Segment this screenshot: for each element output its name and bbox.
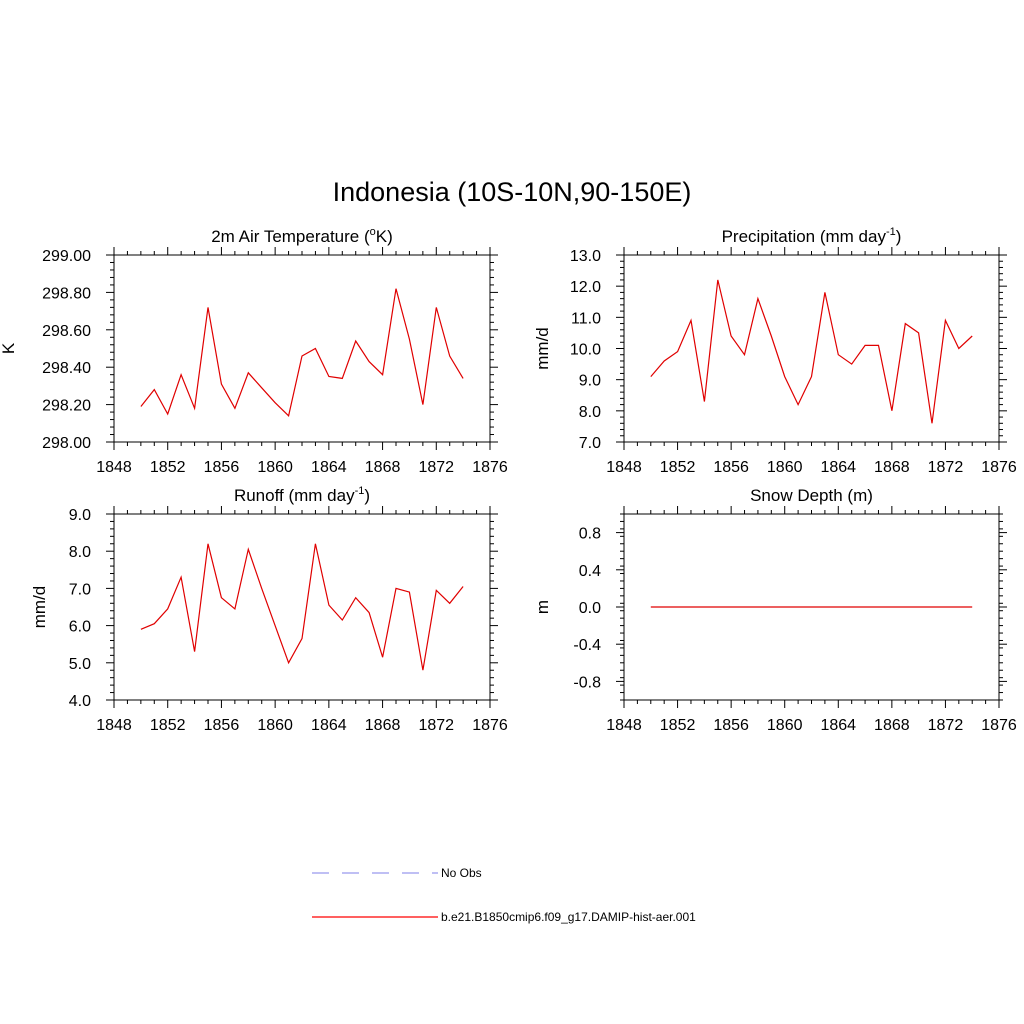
y-axis-label: K	[0, 342, 18, 354]
x-tick-label: 1852	[660, 459, 696, 476]
series-line-1	[140, 543, 464, 671]
y-tick-label: 5.0	[69, 656, 91, 673]
x-tick-label: 1864	[820, 459, 856, 476]
y-tick-label: 13.0	[570, 248, 601, 265]
y-tick-label: 0.4	[579, 563, 601, 580]
y-tick-label: 298.60	[42, 323, 91, 340]
panel-title-suffix: )	[896, 227, 902, 246]
y-tick-label: 6.0	[69, 619, 91, 636]
legend: No Obs b.e21.B1850cmip6.f09_g17.DAMIP-his…	[312, 866, 696, 924]
x-tick-label: 1860	[257, 717, 293, 734]
x-tick-label: 1868	[874, 717, 910, 734]
panel-title: Precipitation (mm day-1)	[722, 226, 902, 246]
x-tick-label: 1860	[767, 459, 803, 476]
y-tick-label: 298.20	[42, 398, 91, 415]
x-tick-label: 1852	[150, 459, 186, 476]
chart-panel-4: Snow Depth (m) 1848 1852 1856 1860 1864 1868 18…	[533, 486, 1017, 734]
x-tick-label: 1856	[204, 717, 240, 734]
y-tick-label: 299.00	[42, 248, 91, 265]
chart-panel-2: Precipitation (mm day-1) 1848 1852 1856 1860…	[533, 226, 1017, 476]
x-tick-label: 1860	[257, 459, 293, 476]
plot-frame	[113, 254, 491, 443]
x-tick-label: 1848	[96, 459, 132, 476]
y-tick-label: 0.0	[579, 600, 601, 617]
panel-title: Snow Depth (m)	[750, 486, 873, 505]
y-tick-label: 8.0	[69, 544, 91, 561]
panel-title-text: Runoff (mm day	[234, 486, 355, 505]
x-tick-label: 1864	[311, 717, 347, 734]
x-tick-label: 1856	[713, 459, 749, 476]
x-tick-label: 1868	[365, 717, 401, 734]
series-line-1	[140, 288, 464, 417]
y-axis-label: mm/d	[30, 586, 49, 629]
panel-title: Runoff (mm day-1)	[234, 485, 370, 505]
panel-title-suffix: K)	[376, 227, 393, 246]
y-tick-label: 7.0	[69, 581, 91, 598]
chart-panel-1: 2m Air Temperature (oK) 1848 1852 1856 1860 1…	[0, 226, 508, 476]
y-tick-label: 12.0	[570, 279, 601, 296]
x-tick-label: 1852	[150, 717, 186, 734]
plot-frame	[623, 254, 1000, 443]
x-tick-label: 1848	[96, 717, 132, 734]
x-tick-label: 1872	[418, 459, 454, 476]
x-tick-label: 1872	[928, 459, 964, 476]
y-tick-label: 9.0	[579, 373, 601, 390]
y-axis-label: m	[533, 600, 552, 614]
x-tick-label: 1876	[981, 459, 1017, 476]
x-tick-label: 1872	[928, 717, 964, 734]
x-tick-label: 1872	[418, 717, 454, 734]
y-tick-label: 8.0	[579, 404, 601, 421]
panel-title-text: Precipitation (mm day	[722, 227, 887, 246]
panel-title-superscript: -1	[886, 226, 896, 238]
y-tick-label: -0.4	[573, 637, 601, 654]
figure-title: Indonesia (10S-10N,90-150E)	[333, 177, 692, 207]
panel-title-text: 2m Air Temperature (	[211, 227, 370, 246]
series-line-1	[650, 279, 973, 424]
x-tick-label: 1864	[311, 459, 347, 476]
x-tick-label: 1848	[606, 717, 642, 734]
x-tick-label: 1856	[204, 459, 240, 476]
panel-title-text: Snow Depth (m)	[750, 486, 873, 505]
y-tick-label: 10.0	[570, 342, 601, 359]
x-tick-label: 1876	[981, 717, 1017, 734]
x-tick-label: 1876	[472, 717, 508, 734]
y-tick-label: 11.0	[571, 310, 601, 327]
panel-title-superscript: o	[370, 226, 376, 238]
y-axis-label: mm/d	[533, 327, 552, 370]
y-tick-label: 298.00	[42, 435, 91, 452]
x-tick-label: 1848	[606, 459, 642, 476]
y-tick-label: 4.0	[69, 693, 91, 710]
y-tick-label: 7.0	[579, 435, 601, 452]
x-tick-label: 1856	[713, 717, 749, 734]
panel-title-suffix: )	[364, 486, 370, 505]
legend-label-1: No Obs	[441, 866, 482, 880]
y-tick-label: 298.40	[42, 360, 91, 377]
x-tick-label: 1876	[472, 459, 508, 476]
y-tick-label: 0.8	[579, 526, 601, 543]
y-tick-label: 9.0	[69, 507, 91, 524]
y-tick-label: -0.8	[573, 674, 601, 691]
y-tick-label: 298.80	[42, 285, 91, 302]
x-tick-label: 1860	[767, 717, 803, 734]
panel-title-superscript: -1	[355, 485, 365, 497]
legend-label-2: b.e21.B1850cmip6.f09_g17.DAMIP-hist-aer.…	[441, 910, 696, 924]
x-tick-label: 1864	[820, 717, 856, 734]
x-tick-label: 1852	[660, 717, 696, 734]
chart-panel-3: Runoff (mm day-1) 1848 1852 1856 1860 1864 186…	[30, 485, 508, 734]
x-tick-label: 1868	[365, 459, 401, 476]
x-tick-label: 1868	[874, 459, 910, 476]
panel-title: 2m Air Temperature (oK)	[211, 226, 393, 246]
